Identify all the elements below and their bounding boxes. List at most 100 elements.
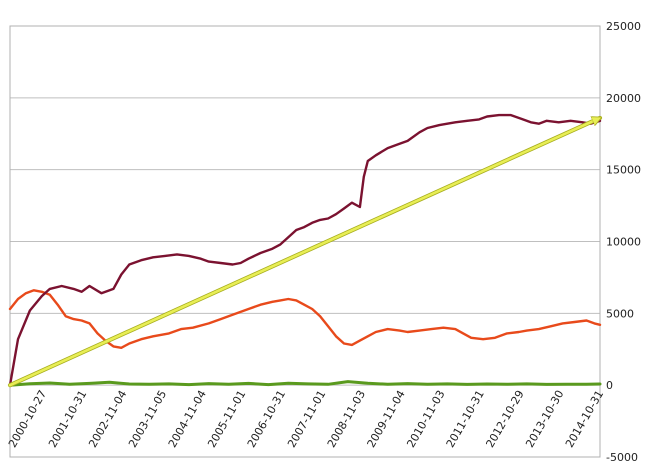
series-2-point xyxy=(120,346,123,349)
series-line-1 xyxy=(8,113,602,387)
series-3-point xyxy=(347,380,349,383)
series-2-point xyxy=(9,308,11,310)
series-3-point xyxy=(426,383,429,386)
series-3-point xyxy=(565,383,568,386)
annotation-layer xyxy=(7,115,600,388)
series-3-point xyxy=(506,383,508,386)
series-1-point xyxy=(120,273,123,276)
series-1-point xyxy=(545,119,548,122)
series-1-point xyxy=(537,122,540,125)
series-2-point xyxy=(537,328,540,330)
series-3-point xyxy=(599,383,601,385)
series-3-point xyxy=(188,383,190,386)
series-1-point xyxy=(231,263,234,266)
y-tick-label: 15000 xyxy=(606,164,641,177)
series-1-point xyxy=(152,256,155,259)
series-2-point xyxy=(128,342,131,345)
series-1-point xyxy=(112,288,115,290)
series-1-point xyxy=(72,288,75,290)
series-1-point xyxy=(287,236,290,239)
y-axis-ticks: -5000 0 5000 10000 15000 20000 25000 xyxy=(606,20,641,464)
series-2-point xyxy=(454,328,457,330)
series-1-point xyxy=(88,285,91,287)
series-1-point xyxy=(359,206,361,208)
series-3-point xyxy=(168,383,170,385)
series-3-point xyxy=(287,382,290,385)
series-2-point xyxy=(247,308,250,310)
series-2-point xyxy=(112,345,115,348)
series-2-point xyxy=(33,289,35,292)
series-3-point xyxy=(307,383,310,385)
series-1-point xyxy=(374,154,377,157)
series-3-point xyxy=(525,383,528,385)
series-2-point xyxy=(295,299,298,302)
series-1-point xyxy=(207,260,210,263)
x-tick-label: 2011-10-31 xyxy=(444,388,487,450)
series-2-point xyxy=(64,315,67,318)
series-2-point xyxy=(561,322,564,325)
series-layer xyxy=(8,113,602,387)
series-2-point xyxy=(398,329,401,332)
series-1-point xyxy=(164,255,167,257)
y-tick-label: -5000 xyxy=(606,451,638,464)
series-2-point xyxy=(418,329,421,332)
series-1-point xyxy=(398,142,401,145)
series-1-point xyxy=(510,114,512,116)
x-tick-label: 2000-10-27 xyxy=(6,388,49,450)
series-1-point xyxy=(140,259,143,262)
series-2-point xyxy=(40,290,43,293)
series-3-point xyxy=(148,383,151,386)
series-1-point xyxy=(522,118,524,121)
series-2-point xyxy=(335,335,337,338)
series-1-point xyxy=(529,121,532,124)
series-2-point xyxy=(386,328,389,330)
x-tick-label: 2001-10-31 xyxy=(46,388,89,450)
series-2-point xyxy=(343,342,345,345)
series-1-point xyxy=(259,252,262,254)
series-3-point xyxy=(68,383,71,386)
gridlines xyxy=(10,25,600,458)
series-2-point xyxy=(192,326,194,329)
series-2-point xyxy=(494,336,496,339)
series-2-point xyxy=(442,326,445,329)
series-2-point xyxy=(259,303,262,306)
y-tick-label: 20000 xyxy=(606,92,641,105)
series-2-point xyxy=(56,303,59,306)
series-3-point xyxy=(29,382,31,385)
series-1-point xyxy=(303,226,306,229)
x-tick-label: 2008-11-03 xyxy=(325,388,368,450)
series-2-point xyxy=(180,328,182,330)
series-2-point xyxy=(80,319,83,322)
series-line-2 xyxy=(8,289,602,349)
series-2-point xyxy=(327,325,329,328)
series-2-point xyxy=(17,298,19,300)
series-1-point xyxy=(581,121,584,124)
series-1-point xyxy=(188,255,190,257)
series-2-point xyxy=(231,313,234,316)
y-tick-label: 10000 xyxy=(606,236,641,249)
series-3-point xyxy=(128,383,131,385)
series-2-point xyxy=(525,329,528,332)
series-2-point xyxy=(366,335,369,338)
series-1-point xyxy=(446,122,449,125)
x-tick-label: 2002-11-04 xyxy=(86,388,129,450)
series-1-point xyxy=(17,338,19,341)
series-1-point xyxy=(569,119,572,122)
series-1-point xyxy=(60,285,63,287)
x-tick-label: 2012-10-29 xyxy=(483,388,526,450)
series-2-point xyxy=(599,323,601,326)
series-3-point xyxy=(446,383,449,385)
series-3-point xyxy=(585,383,588,386)
series-2-point xyxy=(430,328,433,330)
x-tick-label: 2007-11-01 xyxy=(285,388,328,450)
series-3-point xyxy=(366,382,369,385)
series-2-point xyxy=(518,331,520,333)
series-3-point xyxy=(88,382,91,385)
series-1-point xyxy=(351,201,353,204)
series-2-point xyxy=(319,315,321,318)
series-2-point xyxy=(72,318,75,320)
x-tick-label: 2009-11-04 xyxy=(365,388,408,450)
series-1-point xyxy=(29,309,31,312)
series-1-point xyxy=(128,263,131,266)
